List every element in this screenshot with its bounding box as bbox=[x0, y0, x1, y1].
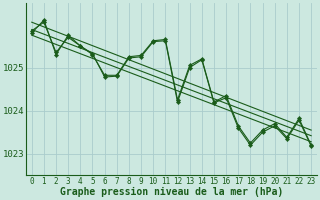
X-axis label: Graphe pression niveau de la mer (hPa): Graphe pression niveau de la mer (hPa) bbox=[60, 187, 283, 197]
